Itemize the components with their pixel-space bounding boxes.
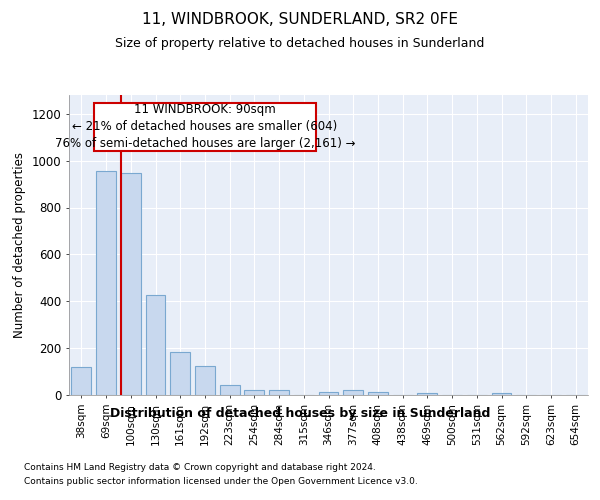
Text: Contains HM Land Registry data © Crown copyright and database right 2024.: Contains HM Land Registry data © Crown c…	[24, 462, 376, 471]
Bar	[491, 392, 511, 395]
Bar	[368, 392, 388, 395]
Bar	[71, 367, 91, 395]
Text: 11 WINDBROOK: 90sqm
← 21% of detached houses are smaller (604)
76% of semi-detac: 11 WINDBROOK: 90sqm ← 21% of detached ho…	[55, 104, 355, 150]
Bar	[170, 352, 190, 395]
Bar	[319, 392, 338, 395]
Bar	[195, 366, 215, 395]
Bar	[244, 390, 264, 395]
Text: Distribution of detached houses by size in Sunderland: Distribution of detached houses by size …	[110, 408, 490, 420]
Bar	[220, 385, 239, 395]
Text: Contains public sector information licensed under the Open Government Licence v3: Contains public sector information licen…	[24, 478, 418, 486]
Bar	[418, 392, 437, 395]
Bar	[343, 390, 363, 395]
Text: 11, WINDBROOK, SUNDERLAND, SR2 0FE: 11, WINDBROOK, SUNDERLAND, SR2 0FE	[142, 12, 458, 28]
Text: Size of property relative to detached houses in Sunderland: Size of property relative to detached ho…	[115, 38, 485, 51]
Bar	[121, 173, 140, 395]
Bar	[94, 102, 316, 151]
Bar	[146, 294, 166, 395]
Bar	[96, 171, 116, 395]
Bar	[269, 390, 289, 395]
Y-axis label: Number of detached properties: Number of detached properties	[13, 152, 26, 338]
